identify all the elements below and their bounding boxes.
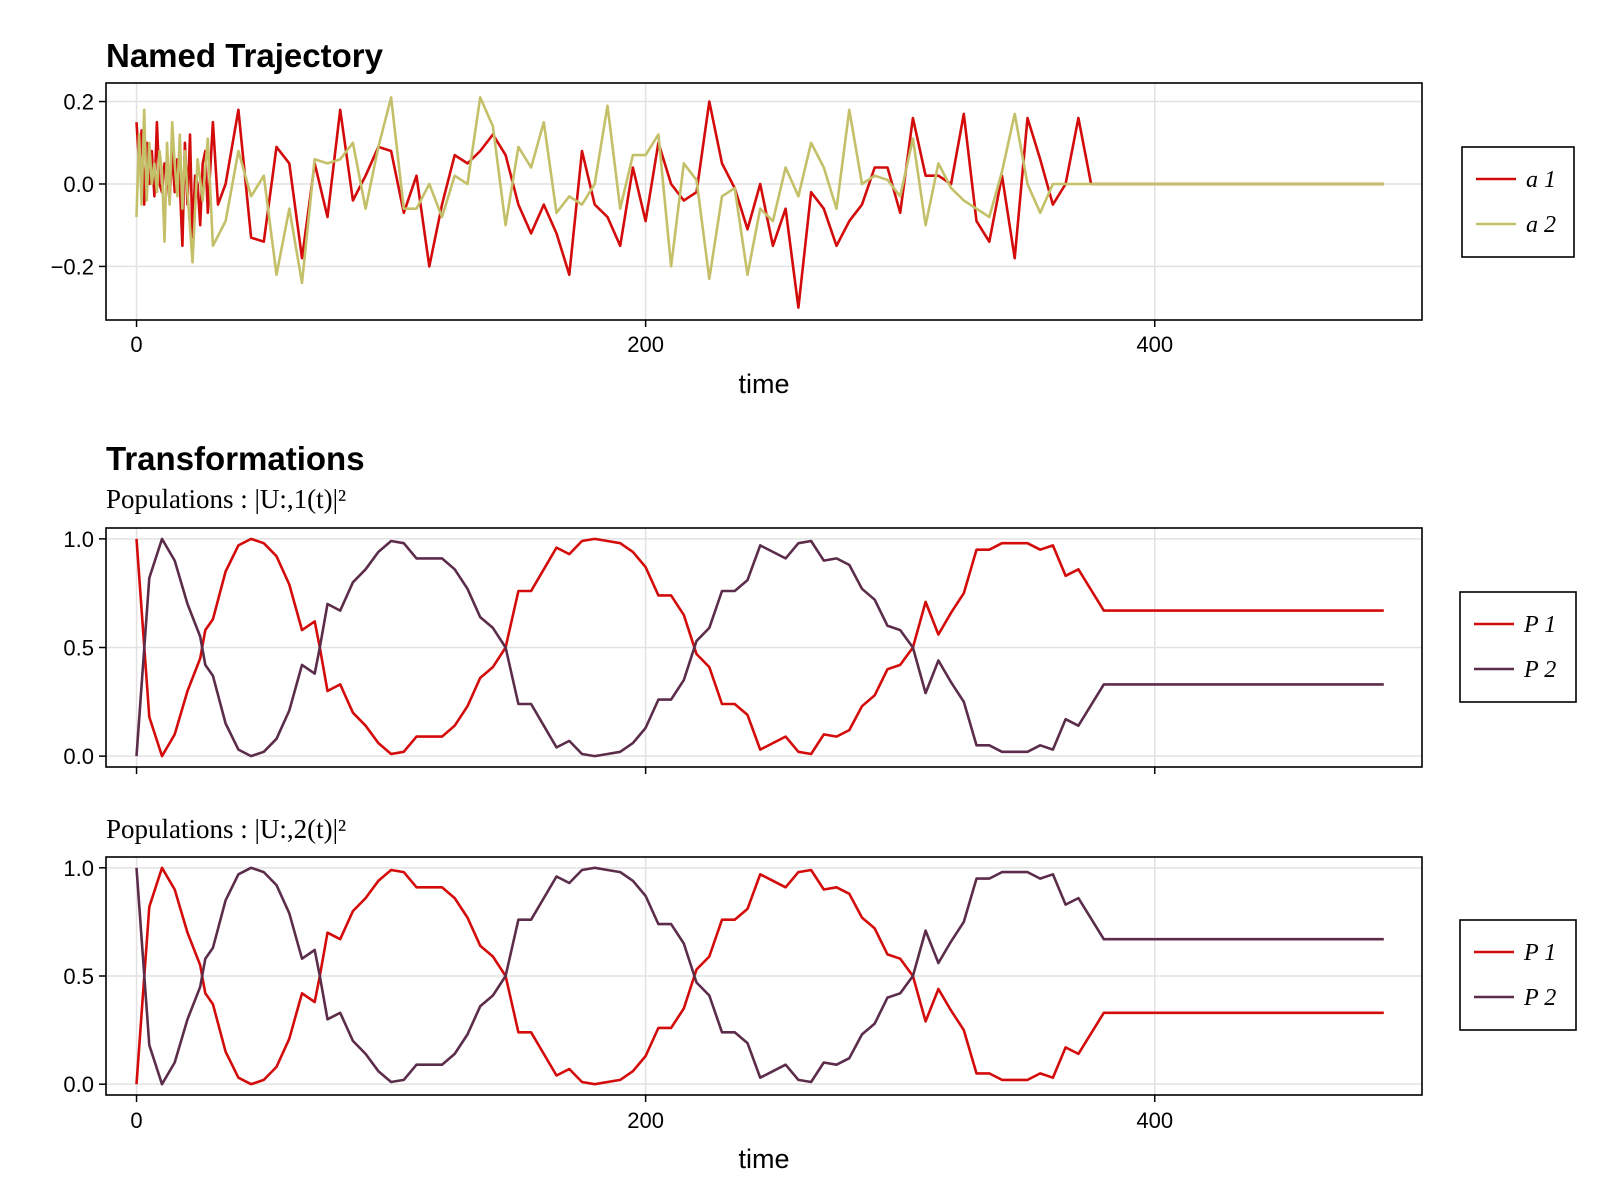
legend-entry: P 1 xyxy=(1523,612,1556,638)
legend-entry: P 2 xyxy=(1523,985,1556,1011)
x-tick-label: 200 xyxy=(627,1108,664,1133)
plot-frame xyxy=(105,82,1423,321)
panel-pop2: Populations : |U:,2(t)|² 1.0 0.5 0.0 0 200 400… xyxy=(63,814,1577,1174)
legend: P 1 P 2 xyxy=(1459,591,1577,703)
legend-box xyxy=(1459,591,1577,703)
legend-entry: P 2 xyxy=(1523,657,1556,683)
x-tick-label: 0 xyxy=(130,1108,142,1133)
legend: a 1 a 2 xyxy=(1461,146,1575,258)
x-tick-label: 400 xyxy=(1136,1108,1173,1133)
x-axis-label: time xyxy=(738,1144,789,1174)
y-tick-label: −0.2 xyxy=(51,254,94,279)
chart-title: Named Trajectory xyxy=(106,37,384,74)
series-line-p2 xyxy=(135,537,1384,758)
x-tick-label: 200 xyxy=(627,332,664,357)
legend-box xyxy=(1459,919,1577,1031)
y-tick-label: 0.5 xyxy=(63,964,94,989)
legend: P 1 P 2 xyxy=(1459,919,1577,1031)
series-line-a1 xyxy=(135,100,1384,309)
chart-subtitle: Populations : |U:,2(t)|² xyxy=(106,814,346,844)
y-tick-label: 0.0 xyxy=(63,744,94,769)
legend-entry: a 1 xyxy=(1526,167,1556,193)
x-tick-label: 0 xyxy=(130,332,142,357)
y-tick-label: 0.5 xyxy=(63,636,94,661)
series-line-p1 xyxy=(135,866,1384,1086)
y-tick-label: 0.0 xyxy=(63,1072,94,1097)
legend-entry: a 2 xyxy=(1526,212,1556,238)
chart-subtitle: Populations : |U:,1(t)|² xyxy=(106,484,346,514)
y-tick-label: 0.2 xyxy=(63,90,94,115)
y-tick-label: 1.0 xyxy=(63,527,94,552)
legend-box xyxy=(1461,146,1575,258)
series-line-a2 xyxy=(135,96,1384,285)
panel-pop1: Transformations Populations : |U:,1(t)|² 1… xyxy=(63,440,1577,774)
y-tick-label: 0.0 xyxy=(63,172,94,197)
panel-trajectory: Named Trajectory 0.2 0.0 −0.2 0 200 400 time a 1… xyxy=(51,37,1575,399)
legend-entry: P 1 xyxy=(1523,940,1556,966)
series-line-p2 xyxy=(135,866,1384,1086)
y-tick-label: 1.0 xyxy=(63,856,94,881)
chart-title: Transformations xyxy=(106,440,365,477)
series-line-p1 xyxy=(135,537,1384,758)
x-axis-label: time xyxy=(738,369,789,399)
x-tick-label: 400 xyxy=(1136,332,1173,357)
